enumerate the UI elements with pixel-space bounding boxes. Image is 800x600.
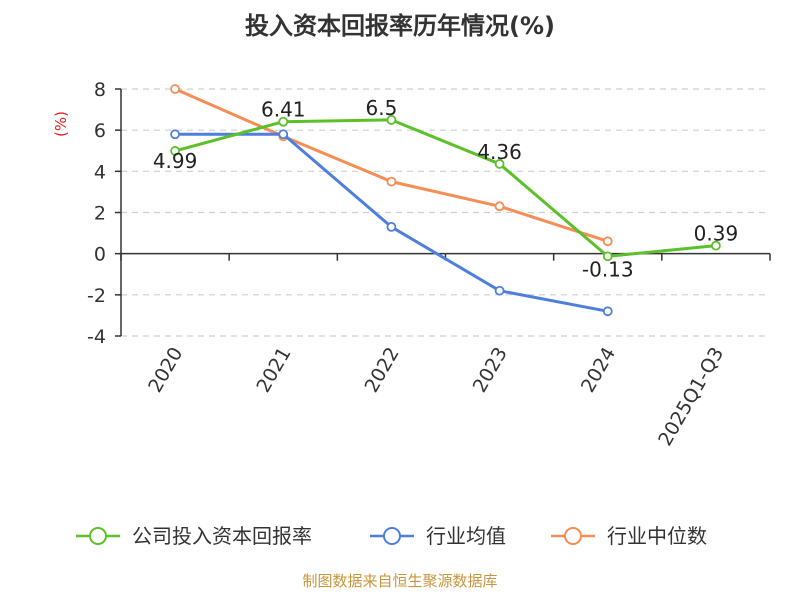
data-label: 4.36 [477, 140, 522, 164]
legend-label: 公司投入资本回报率 [132, 524, 312, 548]
y-unit-label: (%) [52, 111, 70, 137]
data-point [170, 129, 180, 140]
y-tick-label: -4 [87, 326, 106, 348]
series-0 [170, 114, 721, 262]
x-tick-label: 2021 [252, 344, 295, 397]
axes [115, 88, 771, 337]
series-line [174, 118, 717, 258]
y-tick-label: 6 [94, 120, 106, 142]
data-point [602, 236, 613, 247]
legend-item: 行业均值 [370, 524, 506, 548]
y-tick-label: 2 [94, 203, 106, 225]
chart-title: 投入资本回报率历年情况(%) [245, 12, 555, 40]
legend: 公司投入资本回报率 行业均值 行业中位数 [76, 524, 707, 548]
x-tick-label: 2025Q1-Q3 [654, 344, 728, 450]
data-labels: 4.99 6.41 6.5 4.36 -0.13 0.39 [153, 96, 738, 281]
data-point [278, 129, 289, 140]
data-point [386, 176, 397, 187]
series-1 [170, 129, 613, 317]
data-point [494, 201, 505, 212]
data-label: 0.39 [694, 222, 739, 246]
legend-marker [89, 527, 107, 545]
legend-item: 行业中位数 [551, 524, 707, 548]
y-tick-label: -2 [87, 285, 106, 307]
data-label: -0.13 [582, 257, 634, 281]
x-tick-label: 2023 [469, 344, 512, 397]
data-point [602, 306, 613, 317]
x-tick-labels: 2020 2021 2022 2023 2024 2025Q1-Q3 [144, 344, 728, 450]
data-point [494, 285, 505, 296]
data-point [170, 146, 180, 156]
x-tick-label: 2024 [577, 344, 620, 397]
data-point [278, 116, 289, 127]
y-tick-label: 0 [94, 244, 106, 266]
series-lines [170, 84, 721, 317]
legend-label: 行业中位数 [607, 524, 707, 548]
data-point [386, 114, 397, 125]
source-note: 制图数据来自恒生聚源数据库 [302, 572, 497, 590]
data-label: 4.99 [153, 149, 198, 173]
x-tick-label: 2020 [144, 344, 187, 397]
data-label: 6.41 [261, 98, 306, 122]
legend-marker [564, 527, 582, 545]
data-point [711, 240, 721, 251]
data-point [386, 222, 397, 232]
data-point [602, 251, 613, 262]
x-tick-label: 2022 [361, 344, 404, 397]
legend-label: 行业均值 [426, 524, 506, 548]
grid-lines [121, 88, 770, 337]
y-tick-label: 8 [94, 79, 106, 101]
data-point [170, 84, 180, 94]
data-point [494, 159, 505, 169]
data-label: 6.5 [366, 96, 398, 120]
y-tick-label: 4 [94, 161, 106, 183]
legend-marker [383, 527, 401, 545]
legend-item: 公司投入资本回报率 [76, 524, 312, 548]
y-tick-labels: 8 6 4 2 0 -2 -4 [87, 79, 106, 348]
